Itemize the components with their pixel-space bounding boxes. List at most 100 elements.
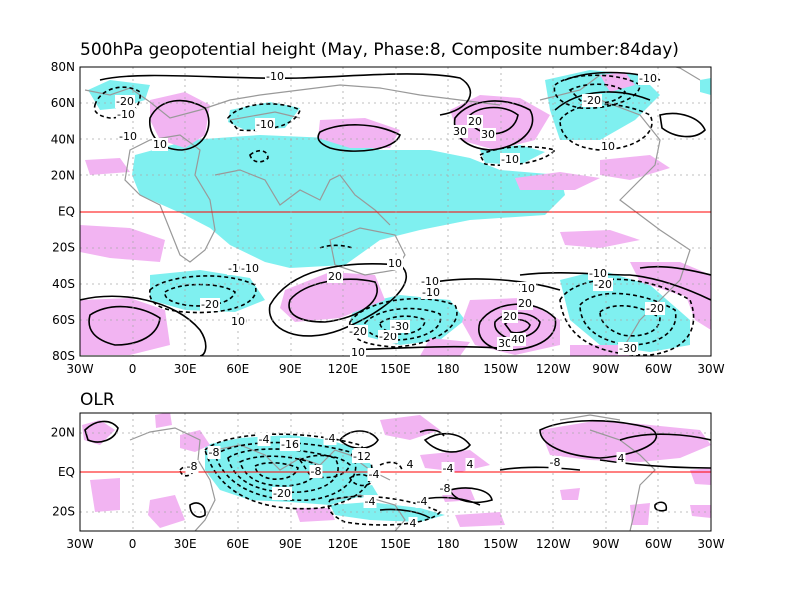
contour-label-background <box>390 320 410 333</box>
olr-positive-contours <box>84 419 711 519</box>
contour-label: 10 <box>231 315 245 328</box>
contour-label: -20 <box>594 278 612 291</box>
contour-label-background <box>352 450 372 463</box>
contour-label-background <box>240 262 260 275</box>
y-axis-label: 60N <box>51 96 75 110</box>
contour-label: 10 <box>351 346 365 359</box>
x-axis-label: 90W <box>592 362 619 376</box>
contour-label-background <box>480 128 496 141</box>
y-axis-label: 40S <box>52 277 75 291</box>
contour-label: 20 <box>468 115 482 128</box>
contour-label: -10 <box>422 286 440 299</box>
contour-label-background <box>421 286 441 299</box>
bottom-map-content <box>80 413 711 531</box>
x-axis-label: 60W <box>645 362 672 376</box>
y-axis-label: 20N <box>51 168 75 182</box>
x-axis-label: 60E <box>226 362 249 376</box>
contour-label: -8 <box>550 456 561 469</box>
contour-label-background <box>520 282 536 295</box>
contour-label-background <box>272 487 292 500</box>
x-axis-label: 30W <box>66 362 93 376</box>
contour-label: 20 <box>503 310 517 323</box>
contour-label-background <box>348 325 368 338</box>
y-axis-label: 40N <box>51 132 75 146</box>
contour-label-background <box>548 456 562 469</box>
bottom-y-axis-labels: 20N EQ 20S <box>51 426 75 519</box>
x-axis-label: 120E <box>328 537 359 551</box>
x-axis-label: 90E <box>279 362 302 376</box>
bottom-x-axis-labels: 30W 0 30E 60E 90E 120E 150E 180 150W 120W 90W 60W 30… <box>66 537 724 551</box>
contour-label: -4 <box>369 468 380 481</box>
top-contour-labels: -10-20-1010-10-10103020-10-2010-10-10-20… <box>115 70 665 359</box>
contour-label-background <box>378 330 398 343</box>
contour-label: -10 <box>501 153 519 166</box>
contour-label-background <box>452 125 468 138</box>
contour-label: 30 <box>498 337 512 350</box>
contour-label-background <box>441 462 455 475</box>
y-axis-label: 80S <box>52 349 75 363</box>
contour-label: -10 <box>241 262 259 275</box>
contour-label-background <box>467 115 483 128</box>
contour-label: -20 <box>583 94 601 107</box>
bottom-contour-labels: -4-16-4-8-12-8-20-8-84-44-84-4-4-4-84 <box>185 432 626 530</box>
olr-negative-contours <box>179 433 442 526</box>
x-axis-label: 30E <box>174 362 197 376</box>
contour-label-background <box>255 118 275 131</box>
contour-label: 10 <box>521 282 535 295</box>
contour-label: -8 <box>311 465 322 478</box>
x-axis-label: 120W <box>536 362 571 376</box>
contour-label: -4 <box>259 433 270 446</box>
contour-label: 4 <box>467 458 474 471</box>
contour-label-background <box>618 342 638 355</box>
y-axis-label: 20N <box>51 426 75 440</box>
contour-label-background <box>387 257 403 270</box>
contour-label-background <box>118 130 138 143</box>
contour-label: -8 <box>187 460 198 473</box>
contour-label: 20 <box>518 297 532 310</box>
contour-label: 4 <box>618 452 625 465</box>
contour-label-background <box>309 465 323 478</box>
contour-label: -4 <box>417 495 428 508</box>
contour-label-background <box>500 153 520 166</box>
y-axis-label: EQ <box>58 465 75 479</box>
y-axis-label: 20S <box>52 241 75 255</box>
contour-label: 10 <box>388 257 402 270</box>
x-axis-label: 120E <box>328 362 359 376</box>
bottom-panel-title: OLR <box>80 390 115 410</box>
x-axis-label: 180 <box>437 362 460 376</box>
positive-contours <box>80 71 711 356</box>
contour-label-background <box>600 140 616 153</box>
contour-label: -8 <box>440 482 451 495</box>
x-axis-label: 30W <box>697 362 724 376</box>
y-axis-label: 60S <box>52 313 75 327</box>
x-axis-label: 60W <box>645 537 672 551</box>
contour-label-background <box>510 333 526 346</box>
contour-label: -30 <box>391 320 409 333</box>
contour-label-background <box>257 433 271 446</box>
contour-label-background <box>367 468 381 481</box>
contour-label: 20 <box>328 270 342 283</box>
contour-label: -10 <box>266 70 284 83</box>
negative-anomaly-shading <box>88 70 711 352</box>
contour-label-background <box>350 346 366 359</box>
contour-label-background <box>280 438 300 451</box>
top-map-frame <box>79 66 712 357</box>
x-axis-label: 180 <box>437 537 460 551</box>
contour-label-background <box>616 452 626 465</box>
contour-label-background <box>497 337 513 350</box>
x-axis-label: 90E <box>279 537 302 551</box>
contour-label: -10 <box>119 130 137 143</box>
x-axis-label: 90W <box>592 537 619 551</box>
x-axis-label: 150E <box>380 362 411 376</box>
contour-label-background <box>116 108 136 121</box>
x-axis-label: 0 <box>129 362 137 376</box>
contour-label-background <box>152 138 168 151</box>
y-axis-label: 80N <box>51 60 75 74</box>
contour-label: 30 <box>453 125 467 138</box>
y-axis-label: EQ <box>58 205 75 219</box>
contour-label-background <box>645 302 665 315</box>
contour-label-background <box>200 298 220 311</box>
top-map-content <box>80 67 711 356</box>
top-y-axis-labels: 80N 60N 40N 20N EQ 20S 40S 60S 80S <box>51 60 75 363</box>
